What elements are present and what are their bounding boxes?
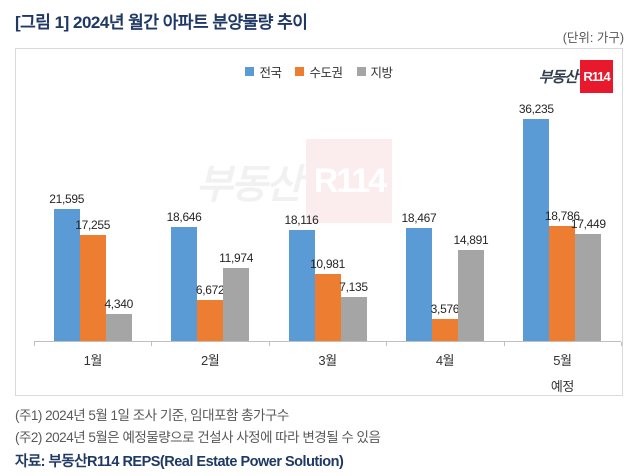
- unit-label: (단위: 가구): [562, 31, 624, 45]
- axis-tick: [269, 342, 270, 346]
- x-label-text: 2월: [201, 353, 220, 368]
- bar-value-label: 7,135: [339, 280, 368, 294]
- bar-value-label: 4,340: [104, 297, 133, 311]
- axis-tick: [504, 342, 505, 346]
- bar-value-label: 6,672: [195, 283, 225, 297]
- legend-swatch-icon: [245, 67, 255, 76]
- bar-수도권-3월: 10,981: [310, 257, 345, 341]
- source-line: 자료: 부동산R114 REPS(Real Estate Power Solut…: [15, 454, 344, 470]
- bar-group-2월: 18,646 6,672 11,974: [151, 81, 268, 341]
- x-label-1월: 1월: [34, 350, 151, 395]
- chart-frame: 전국 수도권 지방 부동산 R114 부동산 R114 21,595 17,255 4,…: [15, 48, 623, 396]
- bar-value-label: 14,891: [453, 233, 489, 247]
- figure-title: [그림 1] 2024년 월간 아파트 분양물량 추이: [15, 13, 308, 32]
- bar-value-label: 18,786: [544, 209, 580, 223]
- legend-swatch-icon: [356, 67, 366, 76]
- legend-item-지방: 지방: [356, 62, 394, 81]
- bar-전국-2월: 18,646: [167, 210, 202, 341]
- bar-value-label: 3,576: [430, 302, 460, 316]
- bar-value-label: 18,116: [284, 213, 319, 227]
- bar-전국-1월: 21,595: [49, 192, 84, 341]
- bar-group-5월: 36,235 18,786 17,449: [504, 81, 621, 341]
- chart-legend: 전국 수도권 지방: [16, 62, 622, 81]
- bar-전국-4월: 18,467: [401, 211, 437, 341]
- bar-value-label: 17,449: [570, 217, 606, 231]
- bar-지방-3월: 7,135: [339, 280, 368, 341]
- legend-swatch-icon: [295, 67, 305, 76]
- x-label-2월: 2월: [151, 350, 268, 395]
- bar-수도권-5월: 18,786: [545, 209, 580, 341]
- bar-수도권-2월: 6,672: [196, 283, 225, 341]
- axis-tick: [34, 342, 35, 346]
- axis-tick: [151, 342, 152, 346]
- r114-logo-badge-icon: R114: [580, 60, 613, 93]
- bar-value-label: 21,595: [49, 192, 85, 206]
- bar-group-3월: 18,116 10,981 7,135: [269, 81, 386, 341]
- legend-item-전국: 전국: [245, 62, 282, 81]
- bar-group-4월: 18,467 3,576 14,891: [386, 81, 503, 341]
- r114-logo-text: 부동산: [538, 69, 578, 86]
- legend-label: 전국: [259, 66, 282, 80]
- x-label-text: 4월: [435, 353, 455, 368]
- axis-tick: [386, 342, 387, 346]
- bar-전국-3월: 18,116: [285, 213, 319, 341]
- x-label-text: 1월: [83, 353, 103, 368]
- bar-value-label: 10,981: [310, 257, 345, 271]
- x-sublabel-text: 예정: [550, 379, 574, 394]
- r114-logo: 부동산 R114: [539, 60, 613, 93]
- legend-label: 지방: [370, 66, 394, 80]
- bar-value-label: 36,235: [518, 102, 554, 116]
- bar-지방-2월: 11,974: [219, 251, 253, 341]
- x-axis: [34, 341, 622, 346]
- bar-전국-5월: 36,235: [519, 102, 554, 341]
- footnote-1: (주1) 2024년 5월 1일 조사 기준, 임대포함 총가구수: [15, 408, 289, 423]
- bar-value-label: 18,467: [401, 211, 437, 225]
- bar-지방-5월: 17,449: [571, 217, 606, 341]
- bar-수도권-1월: 17,255: [75, 218, 110, 341]
- bar-plot-area: 21,595 17,255 4,340 18,646 6,672 11,974 18,116…: [34, 81, 621, 341]
- axis-tick: [621, 342, 622, 346]
- x-label-4월: 4월: [386, 350, 503, 395]
- legend-label: 수도권: [309, 66, 343, 80]
- footnote-2: (주2) 2024년 5월은 예정물량으로 건설사 사정에 따라 변경될 수 있…: [15, 430, 381, 445]
- bar-value-label: 11,974: [219, 251, 254, 265]
- x-label-text: 3월: [318, 353, 337, 368]
- bar-value-label: 18,646: [166, 210, 202, 224]
- legend-item-수도권: 수도권: [295, 62, 343, 81]
- bar-value-label: 17,255: [75, 218, 111, 232]
- bar-group-1월: 21,595 17,255 4,340: [34, 81, 151, 341]
- x-label-3월: 3월: [269, 350, 386, 395]
- x-label-text: 5월: [553, 353, 572, 368]
- bar-지방-4월: 14,891: [453, 233, 489, 341]
- bar-지방-1월: 4,340: [104, 297, 133, 341]
- bar-수도권-4월: 3,576: [431, 302, 459, 341]
